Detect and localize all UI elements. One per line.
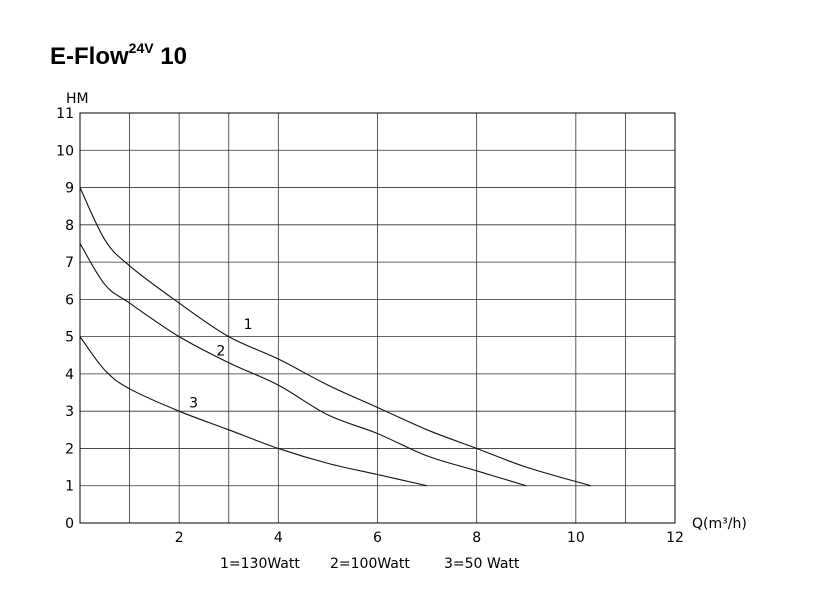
legend-entry-1: 1=130Watt bbox=[220, 556, 300, 572]
y-tick-label: 4 bbox=[65, 367, 74, 383]
curve-label-3: 3 bbox=[189, 395, 198, 411]
chart-grid bbox=[80, 112, 676, 524]
y-tick-label: 8 bbox=[65, 218, 74, 234]
plot-frame bbox=[79, 112, 676, 524]
legend-entry-3: 3=50 Watt bbox=[444, 556, 520, 572]
y-tick-label: 6 bbox=[65, 292, 74, 308]
legend: 1=130Watt 2=100Watt 3=50 Watt bbox=[220, 556, 520, 572]
y-tick-label: 0 bbox=[65, 516, 74, 532]
chart-title-suffix: 10 bbox=[153, 43, 187, 70]
curves-layer: 1 2 3 bbox=[79, 187, 591, 487]
y-tick-label: 7 bbox=[65, 255, 74, 271]
curve-3 bbox=[79, 336, 428, 487]
y-tick-label: 9 bbox=[65, 181, 74, 197]
y-tick-label: 3 bbox=[65, 404, 74, 420]
curve-label-2: 2 bbox=[216, 343, 225, 359]
curve-2 bbox=[79, 243, 527, 487]
chart-title: E-Flow24V 10 bbox=[50, 40, 187, 71]
curve-1 bbox=[79, 187, 591, 487]
chart-title-superscript: 24V bbox=[128, 40, 154, 56]
x-tick-label: 2 bbox=[175, 530, 184, 546]
x-tick-label: 6 bbox=[373, 530, 382, 546]
chart-title-main: E-Flow bbox=[50, 43, 129, 70]
y-tick-label: 11 bbox=[56, 106, 74, 122]
y-tick-label: 10 bbox=[56, 143, 74, 159]
curve-label-1: 1 bbox=[244, 317, 253, 333]
x-axis-label: Q(m³/h) bbox=[692, 516, 747, 532]
y-axis-label: HM bbox=[66, 91, 89, 107]
y-tick-label: 2 bbox=[65, 441, 74, 457]
x-tick-label: 10 bbox=[567, 530, 585, 546]
x-tick-label: 12 bbox=[666, 530, 684, 546]
y-tick-label: 5 bbox=[65, 330, 74, 346]
x-tick-label: 8 bbox=[472, 530, 481, 546]
x-tick-label: 4 bbox=[274, 530, 283, 546]
legend-entry-2: 2=100Watt bbox=[330, 556, 410, 572]
y-tick-label: 1 bbox=[65, 479, 74, 495]
